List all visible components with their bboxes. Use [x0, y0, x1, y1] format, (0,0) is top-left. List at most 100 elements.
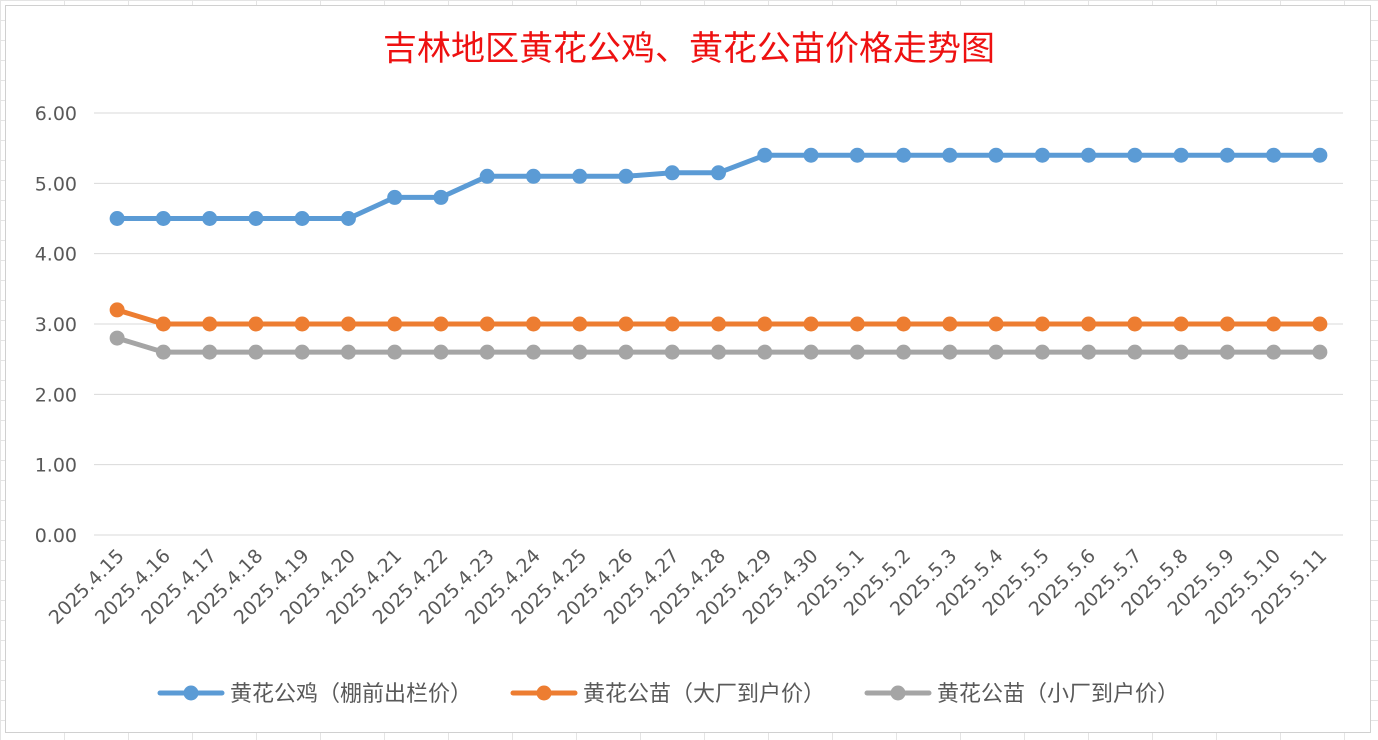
data-point-series-2 — [109, 302, 125, 318]
legend-marker-icon — [536, 685, 552, 701]
data-point-series-2 — [942, 316, 958, 332]
data-point-series-2 — [1081, 316, 1097, 332]
data-point-series-1 — [1081, 147, 1097, 163]
data-point-series-2 — [988, 316, 1004, 332]
y-axis: 0.00 1.00 2.00 3.00 4.00 5.00 6.00 — [35, 103, 77, 547]
legend-entry-1: 黄花公鸡（棚前出栏价） — [157, 682, 472, 707]
data-point-series-3 — [1266, 344, 1282, 360]
data-point-series-2 — [618, 316, 634, 332]
data-point-series-3 — [1127, 344, 1143, 360]
data-point-series-3 — [1173, 344, 1189, 360]
series-line-1 — [114, 152, 1323, 221]
data-point-series-1 — [248, 211, 264, 226]
data-point-series-2 — [433, 316, 449, 332]
data-point-series-2 — [1312, 316, 1328, 332]
data-point-series-1 — [896, 147, 912, 163]
data-point-series-2 — [525, 316, 541, 332]
data-point-series-3 — [803, 344, 819, 360]
data-point-series-3 — [572, 344, 588, 360]
legend-marker-icon — [183, 685, 199, 701]
data-point-series-3 — [942, 344, 958, 360]
data-point-series-1 — [109, 211, 125, 226]
data-point-series-2 — [479, 316, 495, 332]
data-point-series-2 — [248, 316, 264, 332]
data-point-series-3 — [1081, 344, 1097, 360]
data-point-series-2 — [340, 316, 356, 332]
data-point-series-1 — [618, 168, 634, 184]
data-point-series-2 — [711, 316, 726, 332]
data-point-series-3 — [433, 344, 449, 360]
y-tick-label: 4.00 — [35, 244, 77, 266]
data-point-series-1 — [572, 168, 588, 184]
data-point-series-3 — [896, 344, 912, 360]
data-point-series-1 — [757, 147, 773, 163]
data-point-series-3 — [294, 344, 310, 360]
legend: 黄花公鸡（棚前出栏价） 黄花公苗（大厂到户价） 黄花公苗（小厂到户价） — [157, 682, 1179, 707]
data-point-series-1 — [1173, 147, 1189, 163]
data-point-series-2 — [202, 316, 218, 332]
y-tick-label: 5.00 — [35, 173, 77, 195]
data-point-series-2 — [664, 316, 680, 332]
data-point-series-2 — [155, 316, 171, 332]
data-point-series-3 — [1219, 344, 1235, 360]
data-point-series-3 — [618, 344, 634, 360]
legend-entry-2: 黄花公苗（大厂到户价） — [510, 682, 825, 707]
data-point-series-1 — [849, 147, 865, 163]
x-axis: 2025.4.152025.4.162025.4.172025.4.182025… — [45, 545, 1332, 629]
data-point-series-3 — [109, 330, 125, 346]
data-point-series-1 — [340, 211, 356, 226]
data-point-series-2 — [294, 316, 310, 332]
data-point-series-1 — [942, 147, 958, 163]
data-point-series-3 — [479, 344, 495, 360]
data-point-series-1 — [433, 189, 449, 205]
data-point-series-2 — [849, 316, 865, 332]
legend-marker-icon — [890, 685, 906, 701]
data-point-series-2 — [1219, 316, 1235, 332]
data-point-series-2 — [803, 316, 819, 332]
data-point-series-2 — [1127, 316, 1143, 332]
y-tick-label: 0.00 — [35, 525, 77, 547]
data-point-series-1 — [711, 165, 726, 181]
legend-label: 黄花公苗（小厂到户价） — [937, 682, 1179, 707]
data-point-series-1 — [988, 147, 1004, 163]
data-point-series-2 — [572, 316, 588, 332]
data-point-series-1 — [202, 211, 218, 226]
data-point-series-1 — [294, 211, 310, 226]
data-point-series-3 — [525, 344, 541, 360]
y-tick-label: 1.00 — [35, 455, 77, 477]
data-point-series-3 — [711, 344, 726, 360]
data-point-series-1 — [664, 165, 680, 181]
data-point-series-3 — [340, 344, 356, 360]
data-point-series-3 — [202, 344, 218, 360]
data-point-series-2 — [1034, 316, 1050, 332]
data-point-series-1 — [1312, 147, 1328, 163]
y-tick-label: 3.00 — [35, 314, 77, 336]
data-point-series-1 — [1219, 147, 1235, 163]
data-point-series-3 — [387, 344, 403, 360]
data-point-series-2 — [1266, 316, 1282, 332]
data-point-series-1 — [1266, 147, 1282, 163]
data-point-series-2 — [387, 316, 403, 332]
data-point-series-3 — [1034, 344, 1050, 360]
data-point-series-3 — [155, 344, 171, 360]
data-point-series-3 — [988, 344, 1004, 360]
y-tick-label: 6.00 — [35, 103, 77, 125]
data-point-series-1 — [803, 147, 819, 163]
legend-label: 黄花公鸡（棚前出栏价） — [230, 682, 472, 707]
y-tick-label: 2.00 — [35, 384, 77, 406]
data-point-series-2 — [757, 316, 773, 332]
data-point-series-3 — [1312, 344, 1328, 360]
data-point-series-1 — [479, 168, 495, 184]
plot-series — [109, 147, 1328, 360]
data-point-series-3 — [664, 344, 680, 360]
data-point-series-3 — [757, 344, 773, 360]
data-point-series-1 — [155, 211, 171, 226]
chart-area[interactable] — [5, 5, 1371, 733]
data-point-series-2 — [1173, 316, 1189, 332]
legend-label: 黄花公苗（大厂到户价） — [583, 682, 825, 707]
data-point-series-1 — [1034, 147, 1050, 163]
data-point-series-3 — [849, 344, 865, 360]
data-point-series-1 — [1127, 147, 1143, 163]
data-point-series-1 — [525, 168, 541, 184]
chart-title: 吉林地区黄花公鸡、黄花公苗价格走势图 — [383, 29, 995, 69]
